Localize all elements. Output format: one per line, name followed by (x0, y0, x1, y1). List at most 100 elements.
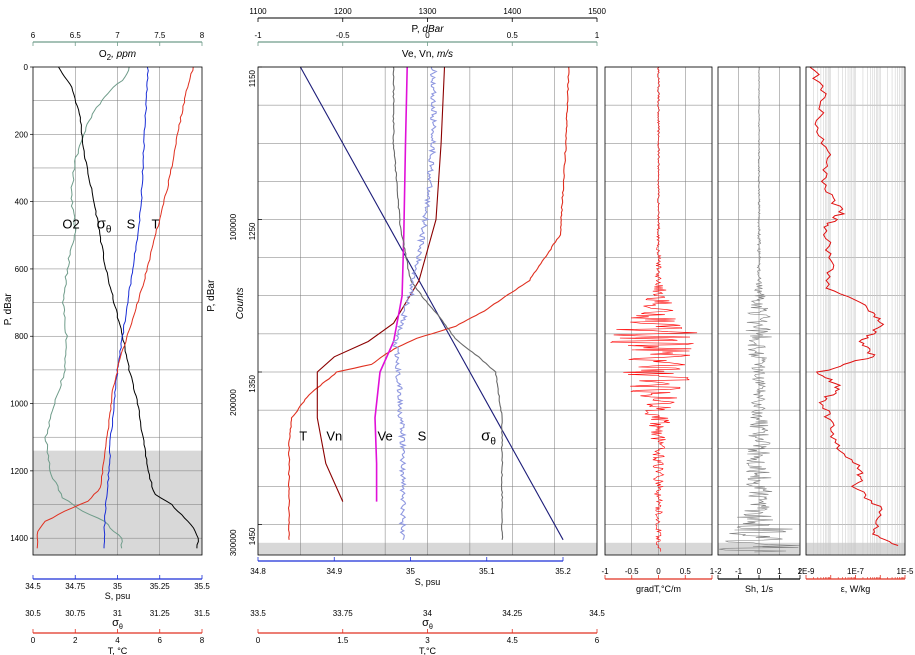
bottom-axis-tick-label: 0 (31, 636, 36, 645)
top-axis-tick-label: 1 (595, 31, 600, 40)
bottom-axis-title-t: T,°C (419, 646, 437, 655)
top-axis-tick-label: 0 (425, 31, 430, 40)
top-axis-title-p-main: P, (411, 24, 422, 35)
bottom-axis-tick-label: 30.75 (65, 609, 86, 618)
top-axis-title-sub: 2 (107, 53, 112, 62)
curve-label-text: σ (481, 428, 491, 445)
bottom-axis-tick-label: 34.5 (589, 609, 605, 618)
bottom-axis-title: ε, W/kg (841, 584, 871, 594)
bottom-axis-title-sigma-sub: θ (119, 624, 123, 631)
top-axis-tick-label: 1400 (503, 7, 521, 16)
top-axis-tick-label: 7.5 (154, 31, 166, 40)
bottom-axis-tick-label: 34.5 (25, 582, 41, 591)
y-tick-label: 600 (15, 265, 29, 274)
bottom-axis-title-sigma: σθ (112, 617, 123, 631)
top-axis-tick-label: -1 (254, 31, 262, 40)
top-axis-title-rest: , ppm (111, 49, 136, 60)
curve-label-text: Vn (326, 429, 342, 444)
grid-layer (33, 66, 905, 555)
bottom-axis-tick-label: 31.5 (194, 609, 210, 618)
shear-signal-line (719, 67, 800, 553)
bottom-axis-tick-label: 1E-5 (897, 567, 914, 576)
bottom-axis-tick-label: 1E-9 (798, 567, 815, 576)
bottom-axis-tick-label: -0.5 (625, 567, 639, 576)
bottom-axis-tick-label: -1 (735, 567, 743, 576)
bottom-axis-title-sigma-sym: σ (422, 617, 429, 629)
counts-tick-label: 300000 (229, 529, 238, 556)
series-layer (36, 66, 899, 553)
plot-frame (604, 66, 713, 556)
top-axis-tick-label: 8 (200, 31, 205, 40)
curve-label-sub: θ (106, 225, 112, 236)
curve-label-text: O2 (62, 217, 79, 232)
epsilon-line (809, 66, 899, 546)
curve-label-t: T (299, 429, 307, 444)
bottom-axis-tick-label: 4.5 (507, 636, 519, 645)
bottom-axis-tick-label: -1 (601, 567, 609, 576)
y-tick-label: 800 (15, 332, 29, 341)
plot-frame (805, 66, 906, 556)
top-axis-title-main: O (99, 49, 107, 60)
curve-label-text: T (299, 429, 307, 444)
top-axis-title-v: Ve, Vn, m/s (402, 49, 453, 60)
bottom-axis-tick-label: 6 (158, 636, 163, 645)
top-axis-title-p: P, dBar (411, 24, 444, 35)
y-axis-title: P, dBar (206, 279, 217, 312)
curve-label-sigma: σθ (97, 216, 112, 236)
series-p-line (299, 66, 564, 541)
bottom-axis-tick-label: 4 (115, 636, 120, 645)
bottom-axis-tick-label: 0.5 (680, 567, 692, 576)
curve-label-sigma: σθ (481, 428, 496, 448)
series-t-line (36, 66, 194, 549)
bottom-axis-title-sigma-sub: θ (429, 624, 433, 631)
bottom-axis-tick-label: 34.75 (65, 582, 86, 591)
bottom-axis-tick-label: 33.5 (250, 609, 266, 618)
bottom-axis-tick-label: 0 (256, 636, 261, 645)
series-sigma-line (58, 66, 199, 549)
bottom-axis-tick-label: 6 (595, 636, 600, 645)
bottom-axis-tick-label: 3 (425, 636, 430, 645)
top-axis-tick-label: 1100 (249, 7, 267, 16)
top-axis-title-p-it: dBar (422, 24, 444, 35)
y-axis-title: P, dBar (3, 293, 14, 326)
y-tick-label: 1000 (10, 400, 28, 409)
bottom-axis-title-s: S, psu (415, 577, 441, 587)
bottom-axis-title: Sh, 1/s (745, 584, 774, 594)
bottom-axis-tick-label: -2 (714, 567, 722, 576)
y-tick-label: 1450 (248, 527, 257, 545)
y-tick-label: 1150 (248, 69, 257, 87)
bottom-axis-tick-label: 1.5 (337, 636, 349, 645)
y-tick-label: 1400 (10, 534, 28, 543)
bottom-axis-title-s: S, psu (105, 591, 131, 601)
bottom-axis-tick-label: 34.25 (502, 609, 523, 618)
bottom-axis-tick-label: 1 (777, 567, 782, 576)
bottom-axis-tick-label: 35 (406, 567, 415, 576)
top-axis-title: O2, ppm (99, 49, 136, 62)
series-s-line (391, 66, 438, 541)
series-s-line (103, 66, 149, 549)
series-vn-line (316, 66, 446, 502)
bottom-axis-tick-label: 34 (423, 609, 432, 618)
curve-label-sub: θ (490, 437, 496, 448)
bottom-axis-tick-label: 35.1 (479, 567, 495, 576)
top-axis-tick-label: 1200 (334, 7, 352, 16)
bottom-axis-tick-label: 35.2 (555, 567, 571, 576)
bottom-axis-tick-label: 34.8 (250, 567, 266, 576)
top-axis-tick-label: 7 (115, 31, 120, 40)
bottom-axis-tick-label: 8 (200, 636, 205, 645)
series-t-line (287, 66, 570, 540)
counts-tick-label: 200000 (229, 389, 238, 416)
bottom-axis-tick-label: 30.5 (25, 609, 41, 618)
y-tick-label: 0 (24, 63, 29, 72)
top-axis-title-v-it: m/s (437, 49, 453, 60)
plot-frame (32, 66, 203, 556)
curve-label-s: S (127, 217, 136, 232)
bottom-axis-tick-label: 35.25 (150, 582, 171, 591)
bottom-axis-tick-label: 1E-7 (847, 567, 864, 576)
curve-label-vn: Vn (326, 429, 342, 444)
y-tick-label: 1350 (248, 374, 257, 392)
curve-label-text: σ (97, 216, 107, 233)
top-axis-title-v-main: Ve, Vn, (402, 49, 437, 60)
